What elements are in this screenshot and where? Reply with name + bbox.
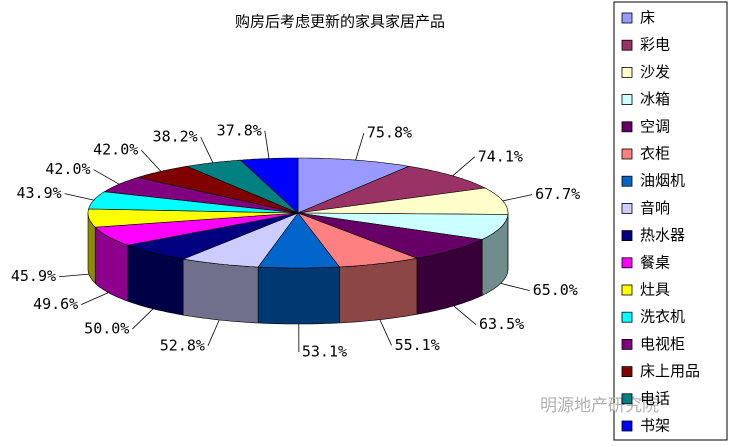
data-label: 75.8% [367,124,412,142]
legend-label: 书架 [640,417,670,435]
legend-label: 音响 [640,199,670,217]
data-label: 45.9% [11,267,56,285]
legend-label: 灶具 [640,281,670,299]
legend-swatch [622,394,632,404]
legend-label: 电话 [640,389,670,407]
slice-side [339,258,417,323]
legend-label: 彩电 [640,36,670,54]
legend-swatch [622,312,632,322]
legend-swatch [622,285,632,295]
data-label: 65.0% [533,281,578,299]
legend-swatch [622,367,632,377]
legend-label: 冰箱 [640,90,670,108]
chart-title: 购房后考虑更新的家具家居产品 [235,13,445,31]
legend-swatch [622,421,632,431]
legend-swatch [622,122,632,132]
legend-swatch [622,176,632,186]
data-label: 74.1% [478,147,523,165]
legend-label: 电视柜 [640,335,685,353]
data-label: 37.8% [217,121,262,139]
legend-swatch [622,258,632,268]
legend-label: 餐桌 [640,253,670,271]
data-label: 42.0% [93,141,138,159]
legend-label: 空调 [640,117,670,135]
data-label: 52.8% [160,336,205,354]
data-label: 50.0% [84,320,129,338]
data-label: 63.5% [479,315,524,333]
legend-label: 沙发 [640,63,670,81]
legend-swatch [622,339,632,349]
data-label: 42.0% [45,160,90,178]
legend-label: 衣柜 [640,145,670,163]
legend-swatch [622,149,632,159]
legend-swatch [622,13,632,23]
legend-swatch [622,203,632,213]
data-label: 55.1% [395,336,440,354]
legend-swatch [622,95,632,105]
legend-label: 洗衣机 [640,308,685,326]
legend-label: 热水器 [640,226,685,244]
legend-swatch [622,231,632,241]
legend-swatch [622,40,632,50]
legend-label: 床 [640,9,655,27]
legend-swatch [622,67,632,77]
data-label: 53.1% [302,342,347,360]
data-label: 49.6% [33,295,78,313]
legend-label: 油烟机 [640,172,685,190]
legend-label: 床上用品 [640,362,700,380]
data-label: 38.2% [153,128,198,146]
data-label: 43.9% [16,184,61,202]
slice-side [183,259,258,323]
slice-side [258,267,339,324]
data-label: 67.7% [535,185,580,203]
